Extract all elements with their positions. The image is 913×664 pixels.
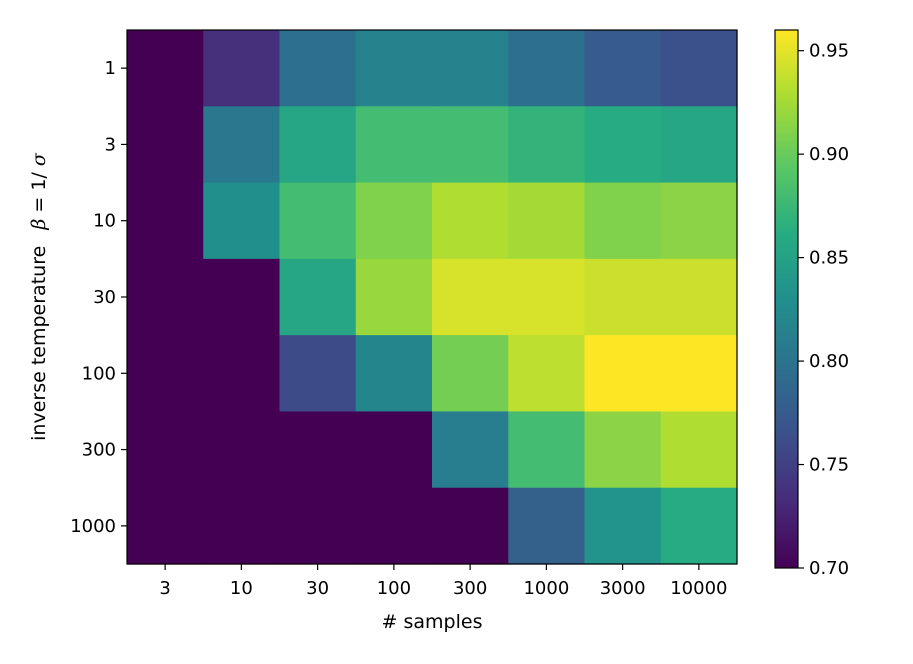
heatmap-cell xyxy=(279,487,357,565)
heatmap-cell xyxy=(660,106,738,184)
heatmap-cell xyxy=(127,30,204,107)
heatmap-cell xyxy=(127,182,204,260)
x-axis-label: # samples xyxy=(382,611,483,633)
heatmap-cell xyxy=(203,30,281,107)
heatmap-cell xyxy=(432,258,509,336)
heatmap-cell xyxy=(355,106,433,184)
y-tick-label: 100 xyxy=(82,363,116,384)
colorbar-frame xyxy=(774,29,799,569)
heatmap-cell xyxy=(660,411,738,489)
heatmap-cell xyxy=(660,30,738,107)
x-tick-label: 100 xyxy=(377,578,411,599)
heatmap-cell xyxy=(203,106,281,184)
heatmap-cell xyxy=(432,335,509,413)
colorbar xyxy=(775,30,798,568)
heatmap-cell xyxy=(432,487,509,565)
heatmap-cell xyxy=(127,258,204,336)
y-axis-label-text: inverse temperature xyxy=(28,246,50,441)
heatmap-cell xyxy=(355,487,433,565)
heatmap-cell xyxy=(432,411,509,489)
y-axis: 1 3 10 30 100 300 1000 xyxy=(70,58,127,537)
y-tick-label: 300 xyxy=(82,440,116,461)
y-tick-label: 30 xyxy=(93,287,116,308)
heatmap-cell xyxy=(508,106,586,184)
heatmap-cell xyxy=(279,411,357,489)
heatmap-cell xyxy=(660,335,738,413)
heatmap-cell xyxy=(432,106,509,184)
y-tick-label: 1 xyxy=(105,58,116,79)
y-axis-label-beta: β xyxy=(28,219,50,231)
heatmap-cell xyxy=(660,258,738,336)
x-axis: 3 10 30 100 300 1000 3000 10000 xyxy=(159,564,728,599)
colorbar-tick-label: 0.70 xyxy=(809,558,849,579)
heatmap-cell xyxy=(279,30,357,107)
heatmap-cell xyxy=(355,30,433,107)
heatmap-cell xyxy=(660,182,738,260)
heatmap-cell xyxy=(660,487,738,565)
heatmap-cell xyxy=(355,335,433,413)
x-tick-label: 10 xyxy=(230,578,253,599)
heatmap-cell xyxy=(432,30,509,107)
colorbar-tick-label: 0.85 xyxy=(809,248,849,269)
colorbar-tick-label: 0.75 xyxy=(809,455,849,476)
heatmap-cell xyxy=(127,411,204,489)
y-tick-label: 1000 xyxy=(70,516,116,537)
x-tick-label: 10000 xyxy=(670,578,727,599)
heatmap-cell xyxy=(279,258,357,336)
y-axis-label-sigma: σ xyxy=(28,152,50,166)
heatmap-cell xyxy=(203,258,281,336)
heatmap-cells xyxy=(127,30,738,565)
heatmap-cell xyxy=(508,487,586,565)
colorbar-tick-label: 0.95 xyxy=(809,41,849,62)
heatmap-cell xyxy=(127,487,204,565)
heatmap-cell xyxy=(584,487,662,565)
x-tick-label: 3000 xyxy=(600,578,646,599)
heatmap-cell xyxy=(584,411,662,489)
heatmap-cell xyxy=(127,335,204,413)
x-tick-label: 300 xyxy=(453,578,487,599)
heatmap-cell xyxy=(127,106,204,184)
heatmap-cell xyxy=(508,30,586,107)
heatmap-cell xyxy=(203,182,281,260)
heatmap-cell xyxy=(508,335,586,413)
colorbar-ticks: 0.70 0.75 0.80 0.85 0.90 0.95 xyxy=(798,41,849,579)
y-tick-label: 3 xyxy=(105,134,116,155)
heatmap-cell xyxy=(279,182,357,260)
heatmap-cell xyxy=(355,411,433,489)
heatmap-cell xyxy=(508,411,586,489)
colorbar-tick-label: 0.90 xyxy=(809,144,849,165)
heatmap-cell xyxy=(279,335,357,413)
x-tick-label: 30 xyxy=(306,578,329,599)
heatmap-cell xyxy=(355,258,433,336)
heatmap-cell xyxy=(203,411,281,489)
heatmap-cell xyxy=(203,487,281,565)
heatmap-cell xyxy=(508,258,586,336)
y-axis-label-eq: = 1/ xyxy=(28,172,50,213)
heatmap-cell xyxy=(279,106,357,184)
heatmap-cell xyxy=(584,182,662,260)
y-axis-label: inverse temperature β = 1/ σ xyxy=(28,152,50,441)
heatmap-cell xyxy=(355,182,433,260)
heatmap-cell xyxy=(508,182,586,260)
heatmap-cell xyxy=(584,258,662,336)
heatmap-cell xyxy=(432,182,509,260)
y-tick-label: 10 xyxy=(93,211,116,232)
x-tick-label: 1000 xyxy=(523,578,569,599)
colorbar-tick-label: 0.80 xyxy=(809,351,849,372)
x-tick-label: 3 xyxy=(159,578,170,599)
heatmap-cell xyxy=(584,106,662,184)
heatmap-cell xyxy=(203,335,281,413)
heatmap-cell xyxy=(584,30,662,107)
heatmap-cell xyxy=(584,335,662,413)
